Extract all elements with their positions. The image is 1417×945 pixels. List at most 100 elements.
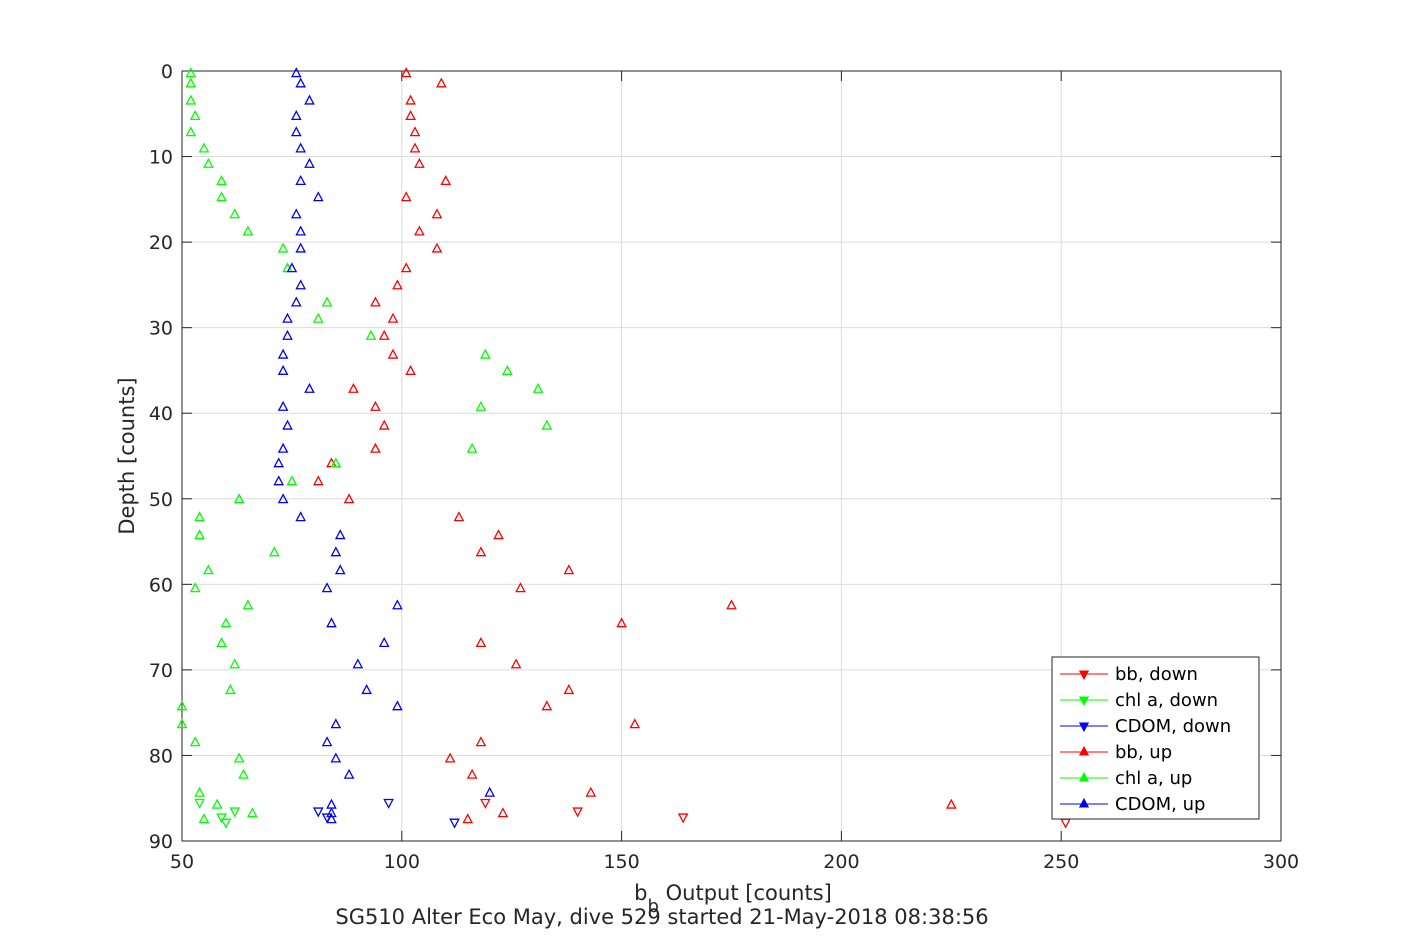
- chart-title: SG510 Alter Eco May, dive 529 started 21…: [335, 905, 988, 929]
- x-axis-label-main: b: [634, 881, 647, 905]
- legend-item-cdom-up: CDOM, up: [1060, 794, 1205, 815]
- data-point-bb-up: [343, 493, 355, 504]
- data-point-chl-a-up: [216, 191, 227, 202]
- data-point-cdom-down: [383, 798, 394, 809]
- data-point-bb-up: [497, 807, 509, 818]
- y-tick-label: 40: [149, 403, 173, 425]
- data-point-chl-a-up: [194, 786, 205, 797]
- data-point-cdom-up: [330, 718, 342, 729]
- y-tick-label: 30: [149, 318, 173, 340]
- data-point-cdom-up: [343, 768, 355, 779]
- data-point-cdom-up: [330, 752, 342, 763]
- x-tick-label: 300: [1263, 851, 1299, 873]
- data-point-bb-up: [431, 242, 443, 253]
- data-point-bb-up: [387, 348, 399, 359]
- data-point-chl-a-up: [176, 700, 188, 711]
- y-tick-label: 20: [149, 232, 173, 254]
- data-point-bb-up: [370, 400, 381, 411]
- data-point-chl-a-up: [233, 752, 245, 763]
- data-point-chl-a-up: [479, 348, 491, 359]
- series-chl-a-up: [176, 67, 553, 824]
- data-point-bb-up: [466, 768, 478, 779]
- legend-marker: [1078, 771, 1090, 782]
- data-points: [176, 67, 1071, 829]
- y-tick-label: 10: [149, 147, 173, 169]
- series-cdom-up: [273, 67, 496, 824]
- data-point-cdom-up: [334, 564, 346, 575]
- data-point-chl-a-up: [189, 736, 201, 747]
- data-point-chl-a-up: [203, 564, 214, 575]
- data-point-bb-up: [453, 511, 465, 522]
- data-point-cdom-up: [290, 109, 302, 120]
- axis-ticks: 50 100 150 200 250 300 0 10 20 30 40 50 60 70 80 90: [149, 61, 1299, 873]
- data-point-cdom-up: [326, 813, 337, 824]
- x-tick-label: 50: [170, 851, 194, 873]
- legend-marker: [1078, 696, 1090, 707]
- data-point-bb-up: [585, 786, 597, 797]
- plot-area: [181, 70, 1282, 842]
- data-point-bb-up: [312, 475, 324, 486]
- x-axis-label-subscript: b: [648, 896, 659, 917]
- data-point-cdom-up: [290, 208, 302, 219]
- data-point-cdom-up: [326, 798, 337, 809]
- data-point-cdom-up: [295, 225, 307, 236]
- data-point-chl-a-up: [211, 798, 223, 809]
- data-point-bb-up: [563, 684, 575, 695]
- legend-box: [1051, 656, 1260, 820]
- series-bb-down: [479, 798, 1071, 829]
- legend-item-chl-a-up: chl a, up: [1060, 768, 1192, 789]
- data-point-cdom-up: [304, 157, 315, 168]
- data-point-chl-a-up: [185, 126, 197, 137]
- data-point-cdom-up: [282, 419, 293, 430]
- data-point-bb-up: [462, 813, 474, 824]
- data-point-bb-up: [387, 312, 399, 323]
- data-point-cdom-up: [312, 191, 324, 202]
- data-point-bb-up: [400, 191, 412, 202]
- legend-marker: [1078, 670, 1090, 681]
- data-point-chl-a-up: [286, 475, 298, 486]
- data-point-bb-up: [475, 736, 487, 747]
- data-point-bb-up: [405, 94, 416, 105]
- x-axis-label-rest: Output [counts]: [659, 881, 832, 905]
- data-point-chl-a-up: [198, 813, 210, 824]
- data-point-cdom-up: [295, 511, 307, 522]
- legend-label: bb, up: [1115, 742, 1172, 763]
- data-point-chl-a-up: [233, 493, 245, 504]
- data-point-cdom-up: [304, 382, 315, 393]
- data-point-bb-up: [563, 564, 575, 575]
- y-tick-label: 90: [149, 831, 173, 853]
- data-point-bb-up: [378, 419, 390, 430]
- legend-marker: [1078, 722, 1090, 733]
- data-point-chl-a-up: [229, 208, 241, 219]
- data-point-chl-a-down: [229, 807, 241, 818]
- data-point-cdom-up: [484, 786, 496, 797]
- x-tick-label: 150: [603, 851, 639, 873]
- data-point-bb-up: [409, 126, 421, 137]
- data-point-chl-a-up: [185, 67, 197, 78]
- y-tick-label: 70: [149, 660, 173, 682]
- legend-label: chl a, down: [1115, 690, 1218, 711]
- data-point-chl-a-up: [242, 225, 254, 236]
- data-point-cdom-up: [295, 279, 307, 290]
- y-tick-label: 0: [161, 61, 173, 83]
- x-tick-label: 250: [1043, 851, 1079, 873]
- data-point-chl-a-up: [541, 419, 553, 430]
- data-point-cdom-up: [352, 658, 364, 669]
- data-point-bb-up: [444, 752, 456, 763]
- data-point-chl-a-up: [185, 94, 197, 105]
- data-point-bb-up: [515, 582, 526, 593]
- y-tick-label: 80: [149, 745, 173, 767]
- data-point-cdom-up: [392, 700, 403, 711]
- y-axis-label: Depth [counts]: [115, 377, 139, 534]
- data-point-chl-a-up: [330, 457, 342, 468]
- legend-label: bb, down: [1115, 664, 1198, 685]
- data-point-cdom-up: [277, 400, 289, 411]
- data-point-bb-up: [370, 296, 381, 307]
- data-point-chl-a-up: [247, 807, 258, 818]
- data-point-cdom-up: [321, 736, 333, 747]
- data-point-bb-up: [616, 617, 627, 628]
- x-tick-label: 200: [823, 851, 859, 873]
- data-point-bb-up: [405, 364, 416, 375]
- data-point-chl-a-up: [277, 242, 289, 253]
